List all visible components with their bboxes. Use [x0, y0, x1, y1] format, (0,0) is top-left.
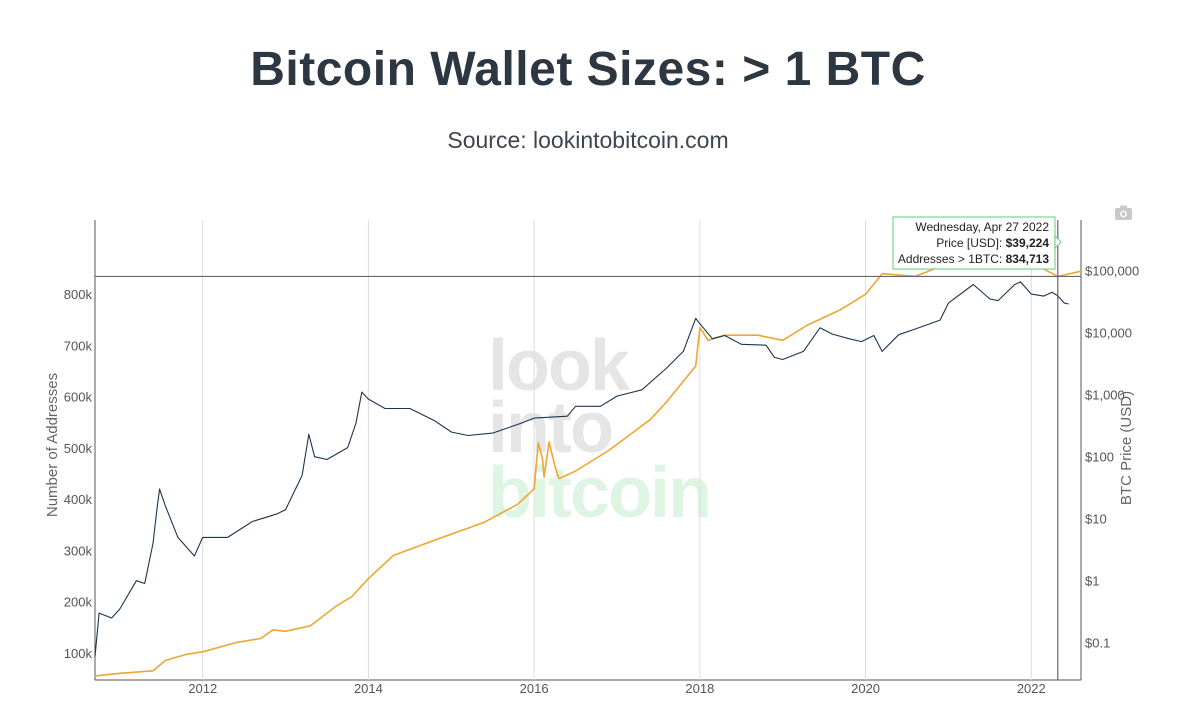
gridlines	[202, 220, 1032, 680]
chart-subtitle: Source: lookintobitcoin.com	[447, 127, 729, 153]
x-tick-label: 2018	[685, 681, 714, 696]
tooltip-addresses-value: 834,713	[1006, 252, 1050, 266]
x-tick-label: 2020	[851, 681, 880, 696]
left-tick-label: 200k	[64, 595, 93, 610]
left-axis-title: Number of Addresses	[44, 373, 61, 517]
chart-title: Bitcoin Wallet Sizes: > 1 BTC	[250, 43, 926, 96]
left-tick-label: 400k	[64, 492, 93, 507]
right-tick-label: $100,000	[1085, 264, 1139, 279]
watermark: look into bitcoin	[488, 326, 712, 533]
right-tick-label: $0.1	[1085, 636, 1110, 651]
right-tick-label: $10	[1085, 512, 1107, 527]
right-tick-label: $100	[1085, 450, 1114, 465]
watermark-line-1: look	[488, 326, 631, 406]
x-axis-ticks: 2012 2014 2016 2018 2020 2022	[188, 681, 1045, 696]
tooltip-pointer	[1054, 234, 1062, 250]
camera-icon[interactable]	[1115, 205, 1132, 221]
left-tick-label: 700k	[64, 338, 93, 353]
left-tick-label: 300k	[64, 543, 93, 558]
right-tick-label: $10,000	[1085, 326, 1132, 341]
x-tick-label: 2022	[1017, 681, 1046, 696]
price-series-line	[94, 281, 1069, 657]
hover-tooltip: Wednesday, Apr 27 2022 Price [USD]: $39,…	[892, 216, 1062, 270]
right-tick-label: $1	[1085, 574, 1099, 589]
tooltip-date: Wednesday, Apr 27 2022	[915, 220, 1049, 234]
tooltip-box	[892, 216, 1056, 270]
x-tick-label: 2014	[354, 681, 383, 696]
tooltip-addresses-label: Addresses > 1BTC:	[898, 252, 1006, 266]
right-tick-label: $1,000	[1085, 388, 1125, 403]
left-tick-label: 600k	[64, 390, 93, 405]
x-tick-label: 2012	[188, 681, 217, 696]
addresses-series-line	[94, 257, 1082, 677]
series	[94, 257, 1082, 677]
tooltip-price-row: Price [USD]: $39,224	[936, 236, 1049, 250]
tooltip-addresses-row: Addresses > 1BTC: 834,713	[898, 252, 1049, 266]
tooltip-price-value: $39,224	[1006, 236, 1050, 250]
left-axis-ticks: 100k 200k 300k 400k 500k 600k 700k 800k	[64, 287, 93, 661]
left-tick-label: 800k	[64, 287, 93, 302]
right-axis-ticks: $0.1 $1 $10 $100 $1,000 $10,000 $100,000	[1085, 264, 1139, 651]
tooltip-price-label: Price [USD]:	[936, 236, 1005, 250]
watermark-line-3: bitcoin	[488, 453, 710, 533]
left-tick-label: 100k	[64, 646, 93, 661]
right-axis-title: BTC Price (USD)	[1118, 391, 1135, 505]
x-tick-label: 2016	[520, 681, 549, 696]
left-tick-label: 500k	[64, 441, 93, 456]
